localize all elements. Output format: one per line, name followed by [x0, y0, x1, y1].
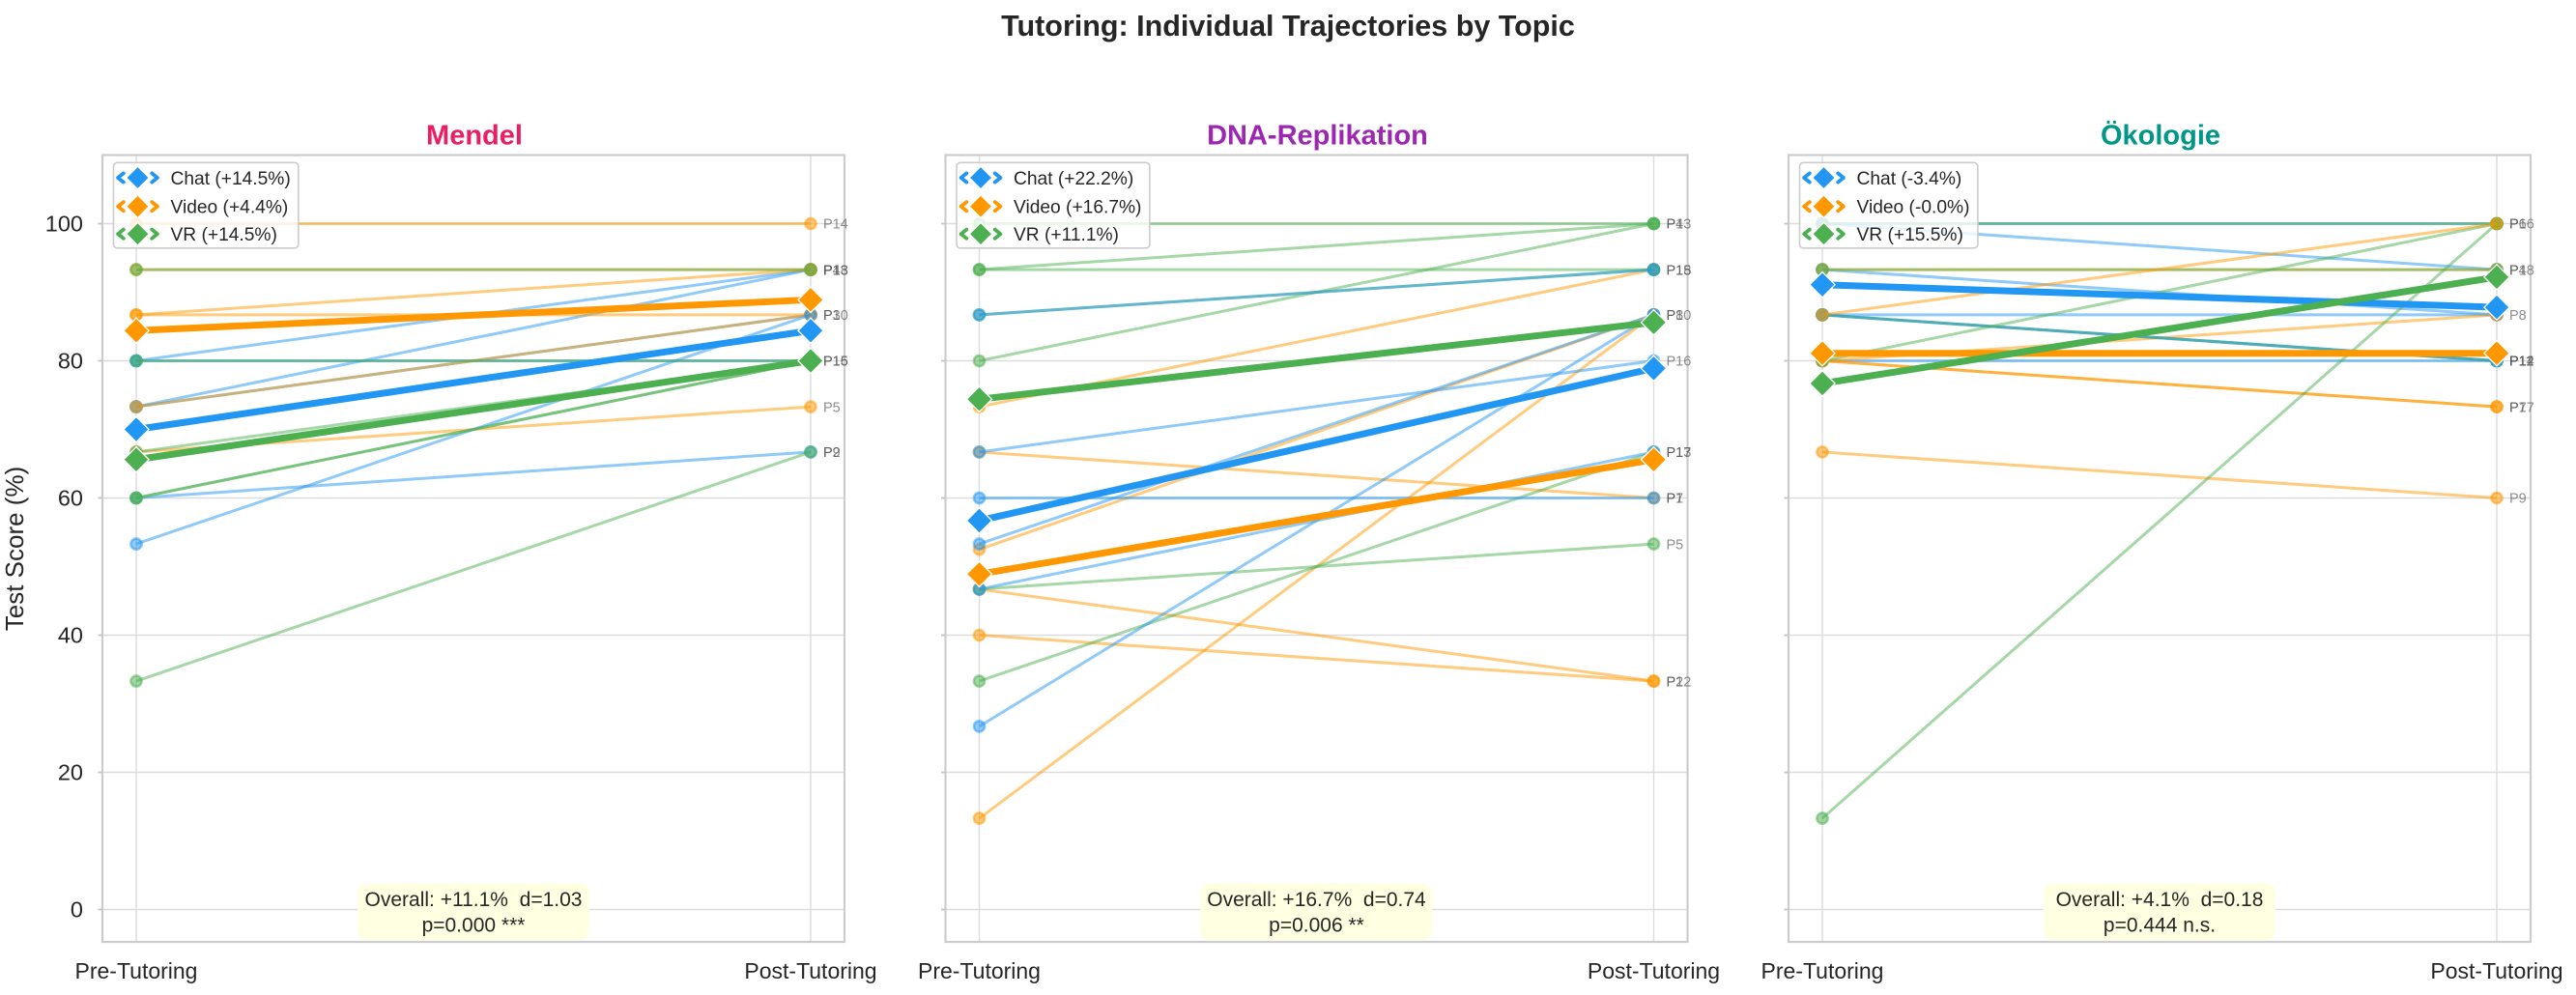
- svg-text:Pre-Tutoring: Pre-Tutoring: [1761, 958, 1884, 983]
- svg-text:P18: P18: [823, 263, 848, 278]
- svg-text:P2: P2: [1667, 674, 1684, 690]
- svg-text:P4: P4: [2509, 263, 2527, 278]
- svg-text:P8: P8: [1667, 308, 1684, 324]
- svg-text:Post-Tutoring: Post-Tutoring: [2430, 958, 2562, 983]
- svg-text:Overall: +16.7% d=0.74: Overall: +16.7% d=0.74: [1207, 889, 1426, 911]
- svg-text:P17: P17: [1667, 445, 1692, 461]
- svg-text:P7: P7: [2509, 400, 2527, 415]
- svg-text:20: 20: [58, 760, 83, 785]
- svg-text:Chat (+22.2%): Chat (+22.2%): [1014, 169, 1133, 189]
- svg-text:P16: P16: [823, 355, 848, 370]
- svg-text:Overall: +4.1% d=0.18: Overall: +4.1% d=0.18: [2056, 889, 2264, 911]
- svg-text:P10: P10: [1667, 308, 1692, 324]
- svg-text:Video (+4.4%): Video (+4.4%): [171, 198, 289, 218]
- svg-text:P8: P8: [2509, 308, 2527, 324]
- svg-text:P12: P12: [1667, 674, 1692, 690]
- svg-text:P9: P9: [2509, 492, 2527, 507]
- svg-text:Mendel: Mendel: [426, 121, 523, 152]
- svg-text:P7: P7: [1667, 492, 1684, 507]
- svg-text:Post-Tutoring: Post-Tutoring: [744, 958, 876, 983]
- svg-text:P5: P5: [1667, 537, 1684, 553]
- svg-text:P16: P16: [2509, 217, 2534, 233]
- svg-text:p=0.444 n.s.: p=0.444 n.s.: [2104, 915, 2216, 937]
- svg-text:Post-Tutoring: Post-Tutoring: [1588, 958, 1720, 983]
- svg-text:DNA-Replikation: DNA-Replikation: [1207, 121, 1428, 152]
- svg-text:100: 100: [45, 212, 83, 237]
- svg-text:P5: P5: [823, 400, 841, 415]
- svg-text:Overall: +11.1% d=1.03: Overall: +11.1% d=1.03: [365, 889, 583, 911]
- svg-text:P14: P14: [2509, 355, 2534, 370]
- svg-text:40: 40: [58, 623, 83, 648]
- svg-text:P12: P12: [2509, 355, 2534, 370]
- svg-text:Chat (-3.4%): Chat (-3.4%): [1857, 169, 1962, 189]
- svg-text:P15: P15: [823, 355, 848, 370]
- svg-text:P2: P2: [823, 445, 841, 461]
- svg-text:60: 60: [58, 486, 83, 511]
- svg-text:P10: P10: [823, 308, 848, 324]
- svg-text:Chat (+14.5%): Chat (+14.5%): [171, 169, 291, 189]
- svg-text:P4: P4: [1667, 217, 1684, 233]
- svg-text:P18: P18: [1667, 263, 1692, 278]
- svg-text:VR (+11.1%): VR (+11.1%): [1014, 225, 1119, 245]
- svg-text:P11: P11: [2509, 355, 2533, 370]
- svg-text:Pre-Tutoring: Pre-Tutoring: [75, 958, 198, 983]
- svg-text:P18: P18: [2509, 263, 2534, 278]
- svg-text:P13: P13: [1667, 445, 1692, 461]
- svg-text:P13: P13: [1667, 217, 1692, 233]
- svg-text:Video (-0.0%): Video (-0.0%): [1857, 198, 1970, 218]
- svg-text:0: 0: [71, 897, 83, 923]
- svg-text:P6: P6: [2509, 217, 2527, 233]
- svg-text:Pre-Tutoring: Pre-Tutoring: [918, 958, 1041, 983]
- svg-text:P16: P16: [1667, 355, 1692, 370]
- svg-text:P1: P1: [1667, 492, 1684, 507]
- svg-text:P14: P14: [823, 217, 848, 233]
- svg-text:80: 80: [58, 349, 83, 374]
- svg-text:Ökologie: Ökologie: [2101, 120, 2220, 152]
- svg-text:P3: P3: [823, 308, 841, 324]
- svg-text:Video (+16.7%): Video (+16.7%): [1014, 198, 1141, 218]
- svg-text:P4: P4: [823, 263, 841, 278]
- svg-text:P15: P15: [1667, 263, 1692, 278]
- svg-text:P17: P17: [2509, 400, 2534, 415]
- svg-text:VR (+14.5%): VR (+14.5%): [171, 225, 277, 245]
- svg-text:p=0.006 **: p=0.006 **: [1269, 915, 1364, 937]
- svg-text:p=0.000 ***: p=0.000 ***: [422, 915, 526, 937]
- svg-text:VR (+15.5%): VR (+15.5%): [1857, 225, 1963, 245]
- svg-text:P9: P9: [823, 445, 841, 461]
- svg-text:P13: P13: [823, 263, 848, 278]
- svg-text:Tutoring: Individual Trajector: Tutoring: Individual Trajectories by Top…: [1001, 10, 1575, 43]
- svg-text:Test Score (%): Test Score (%): [0, 467, 29, 632]
